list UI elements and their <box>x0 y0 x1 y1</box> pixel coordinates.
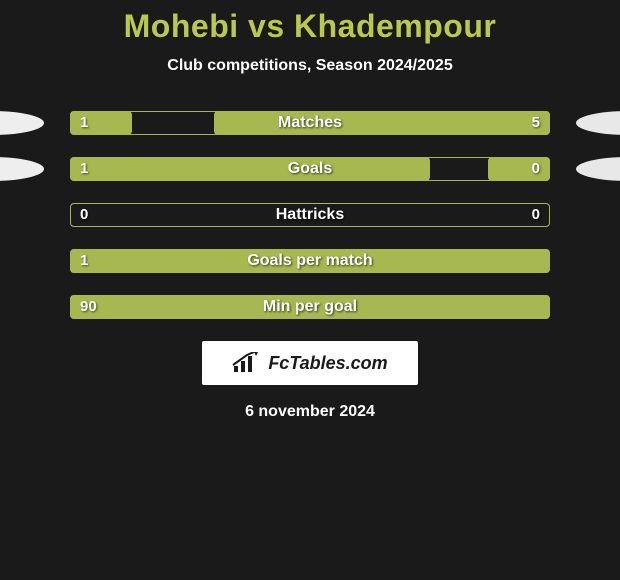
subtitle: Club competitions, Season 2024/2025 <box>0 57 620 75</box>
stat-label: Matches <box>70 111 550 135</box>
player-badge-right <box>576 111 620 135</box>
stat-row: 00Hattricks <box>70 203 550 227</box>
stat-rows: 15Matches 10Goals 00Hattricks 1Goals per ma… <box>70 111 550 319</box>
stat-row: 15Matches <box>70 111 550 135</box>
stat-label: Min per goal <box>70 295 550 319</box>
stat-row: 90Min per goal <box>70 295 550 319</box>
player-badge-left <box>0 157 44 181</box>
player-badge-right <box>576 157 620 181</box>
comparison-card: Mohebi vs Khadempour Club competitions, … <box>0 0 620 580</box>
player-badge-left <box>0 111 44 135</box>
page-title: Mohebi vs Khadempour <box>0 0 620 45</box>
stat-row: 1Goals per match <box>70 249 550 273</box>
stat-row: 10Goals <box>70 157 550 181</box>
stat-label: Goals <box>70 157 550 181</box>
snapshot-date: 6 november 2024 <box>0 403 620 421</box>
source-logo: FcTables.com <box>202 341 418 385</box>
bar-chart-icon <box>232 352 262 374</box>
stat-label: Hattricks <box>70 203 550 227</box>
stat-label: Goals per match <box>70 249 550 273</box>
logo-text: FcTables.com <box>268 353 387 374</box>
